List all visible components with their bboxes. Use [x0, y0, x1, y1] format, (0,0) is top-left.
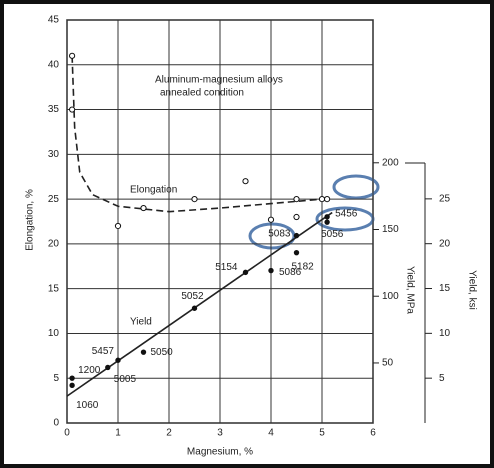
y-tick-label: 10	[48, 328, 60, 339]
point-label: 5086	[279, 267, 302, 278]
filled-point	[324, 214, 330, 220]
y-tick-label: 45	[48, 15, 60, 26]
open-point	[242, 178, 249, 185]
filled-point	[69, 375, 75, 381]
open-point	[140, 204, 147, 212]
annotation: annealed condition	[160, 88, 244, 99]
y-tick-label: 20	[48, 239, 60, 250]
open-point	[191, 196, 198, 203]
filled-point	[242, 269, 249, 276]
point-label: 5056	[321, 229, 344, 240]
open-point	[293, 196, 300, 203]
y3-tick-label: 25	[439, 194, 451, 205]
filled-point	[293, 232, 300, 239]
point-label: 5083	[268, 228, 291, 239]
x-tick-label: 5	[319, 428, 325, 439]
y3-axis-label: Yield, ksi	[466, 270, 477, 310]
y-tick-label: 15	[48, 283, 60, 294]
y2-tick-label: 100	[382, 291, 399, 302]
x-tick-label: 2	[166, 428, 172, 439]
annotation: Aluminum-magnesium alloys	[155, 75, 283, 86]
filled-point	[324, 219, 330, 225]
open-point	[318, 196, 326, 203]
x-tick-label: 6	[370, 428, 376, 439]
filled-point	[191, 305, 198, 311]
y2-axis-label: Yield, MPa	[404, 266, 415, 314]
y-tick-label: 30	[48, 149, 60, 160]
point-label: 5456	[335, 208, 358, 219]
y-tick-label: 35	[48, 104, 60, 115]
x-axis-label: Magnesium, %	[187, 447, 253, 458]
y3-tick-label: 15	[439, 283, 451, 294]
curve-label: Elongation	[130, 185, 177, 196]
y2-tick-label: 150	[382, 224, 399, 235]
filled-point	[105, 364, 111, 371]
point-label: 5154	[215, 262, 238, 273]
x-tick-label: 1	[115, 428, 121, 439]
x-tick-label: 3	[217, 428, 223, 439]
filled-point	[69, 382, 75, 389]
y3-tick-label: 5	[439, 373, 445, 384]
x-tick-label: 0	[64, 428, 70, 439]
filled-point	[293, 249, 300, 256]
point-label: 5052	[181, 291, 204, 302]
y-tick-label: 40	[48, 59, 60, 70]
point-label: 5050	[151, 347, 174, 358]
y-axis-label: Elongation, %	[25, 189, 36, 251]
highlight	[332, 174, 380, 200]
open-point	[324, 196, 331, 203]
open-point	[114, 222, 122, 230]
x-tick-label: 4	[268, 428, 274, 439]
point-label: 5182	[292, 261, 315, 272]
point-label: 5457	[92, 346, 115, 357]
open-point	[293, 213, 300, 221]
y3-tick-label: 20	[439, 238, 451, 249]
y2-tick-label: 50	[382, 358, 394, 369]
y3-tick-label: 10	[439, 328, 451, 339]
y-tick-label: 0	[53, 418, 59, 429]
y-tick-label: 25	[48, 194, 60, 205]
y-tick-label: 5	[53, 373, 59, 384]
fit-curve	[71, 55, 323, 213]
y2-tick-label: 200	[382, 157, 399, 168]
fit-curve	[66, 211, 333, 397]
point-label: 1060	[76, 400, 99, 411]
filled-point	[268, 267, 274, 274]
open-point	[267, 216, 275, 223]
point-label: 1200	[78, 365, 101, 376]
open-point	[69, 52, 76, 59]
curve-label: Yield	[130, 317, 152, 328]
point-label: 5005	[114, 374, 137, 385]
open-point	[69, 106, 76, 113]
filled-point	[115, 357, 121, 363]
filled-point	[140, 349, 147, 355]
